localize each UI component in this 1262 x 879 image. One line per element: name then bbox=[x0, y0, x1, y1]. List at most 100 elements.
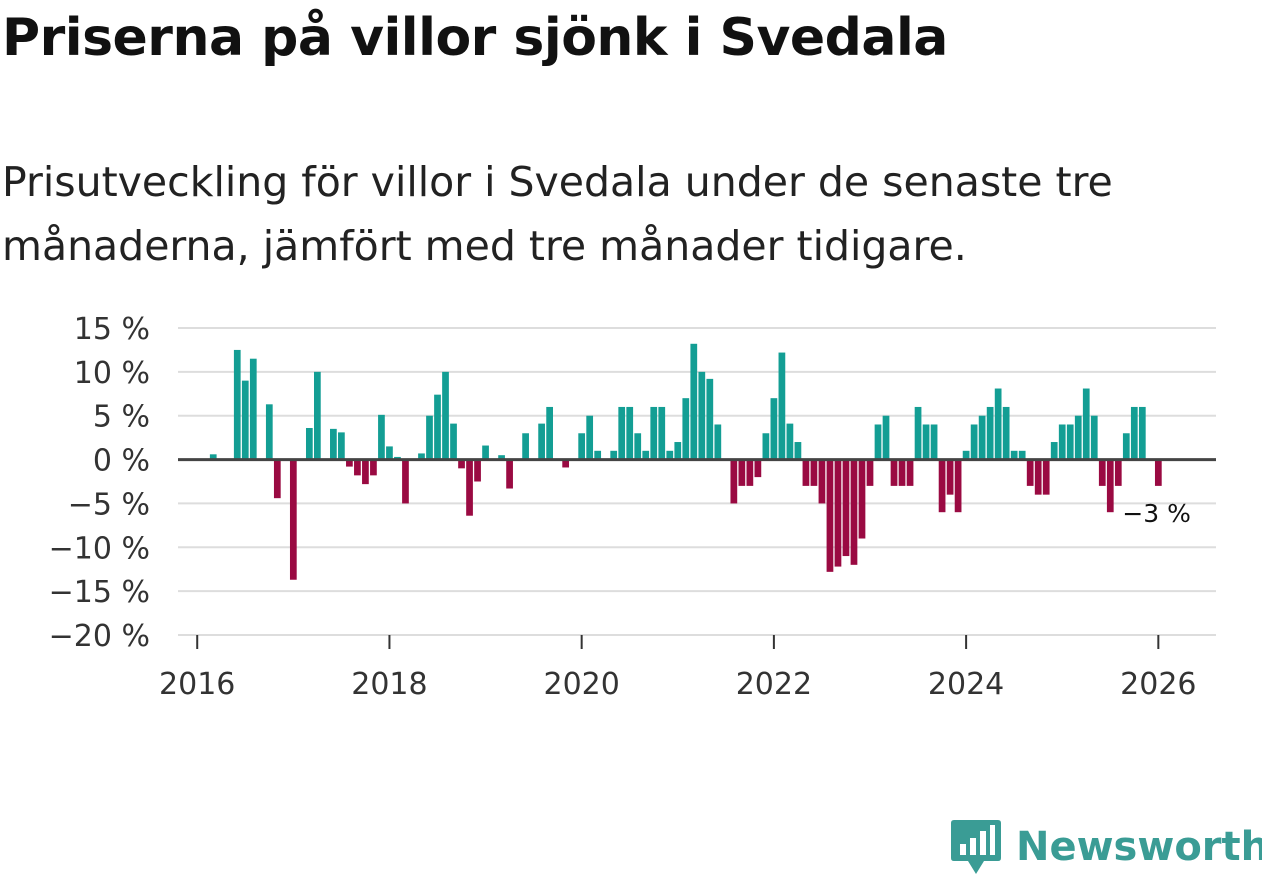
bar-positive bbox=[674, 442, 682, 460]
bar-positive bbox=[1074, 415, 1082, 460]
bar-positive bbox=[233, 349, 241, 460]
y-tick-label: 10 % bbox=[74, 356, 150, 391]
bar-positive bbox=[482, 445, 489, 460]
bar-negative bbox=[938, 459, 946, 513]
bar-negative bbox=[402, 459, 409, 504]
bar-positive bbox=[426, 415, 433, 460]
bar-negative bbox=[1106, 459, 1114, 513]
bar-negative bbox=[810, 459, 818, 486]
x-tick-label: 2018 bbox=[351, 667, 427, 702]
bar-positive bbox=[658, 406, 666, 460]
bar-positive bbox=[338, 432, 345, 460]
bar-positive bbox=[682, 398, 690, 460]
chart-title: Priserna på villor sjönk i Svedala bbox=[2, 8, 948, 68]
bar-negative bbox=[746, 459, 754, 486]
bar-positive bbox=[249, 358, 257, 460]
bar-positive bbox=[450, 423, 457, 460]
bar-positive bbox=[538, 423, 545, 460]
grid-lines bbox=[178, 327, 1216, 636]
bar-positive bbox=[994, 388, 1002, 460]
x-tick-label: 2016 bbox=[159, 667, 235, 702]
newsworthy-logo: Newsworthy bbox=[950, 818, 1262, 876]
bar-positive bbox=[330, 428, 337, 460]
y-tick-label: −10 % bbox=[49, 531, 150, 566]
bar-positive bbox=[1138, 406, 1146, 460]
bar-positive bbox=[762, 433, 770, 460]
bar-negative bbox=[850, 459, 858, 565]
bar-negative bbox=[802, 459, 810, 486]
bar-positive bbox=[986, 406, 994, 460]
bar-positive bbox=[1018, 450, 1026, 460]
bar-positive bbox=[610, 450, 618, 460]
bar-negative bbox=[906, 459, 914, 486]
bar-positive bbox=[378, 414, 385, 460]
bar-positive bbox=[586, 415, 594, 460]
bar-positive bbox=[209, 454, 217, 460]
axes bbox=[178, 458, 1216, 649]
bar-negative bbox=[474, 459, 481, 482]
bar-negative bbox=[898, 459, 906, 486]
x-tick-label: 2024 bbox=[928, 667, 1004, 702]
newsworthy-logo-icon bbox=[951, 820, 1001, 874]
bar-negative bbox=[1042, 459, 1050, 495]
bar-negative bbox=[754, 459, 762, 478]
bar-positive bbox=[922, 424, 930, 460]
y-tick-label: 5 % bbox=[93, 400, 150, 435]
bar-negative bbox=[289, 459, 297, 580]
bar-negative bbox=[466, 459, 473, 516]
bar-negative bbox=[362, 459, 369, 485]
bar-negative bbox=[866, 459, 874, 486]
bar-positive bbox=[642, 450, 650, 460]
bar-positive bbox=[1090, 415, 1098, 460]
bar-negative bbox=[842, 459, 850, 557]
bar-negative bbox=[562, 459, 570, 468]
bar-positive bbox=[666, 450, 674, 460]
bar-positive bbox=[1122, 433, 1130, 460]
x-tick-label: 2022 bbox=[736, 667, 812, 702]
bar-negative bbox=[1114, 459, 1122, 486]
y-tick-label: −20 % bbox=[49, 619, 150, 654]
x-tick-label: 2026 bbox=[1120, 667, 1196, 702]
bar-positive bbox=[434, 394, 441, 460]
y-tick-label: 0 % bbox=[93, 444, 150, 479]
bar-negative bbox=[858, 459, 866, 539]
bar-positive bbox=[914, 406, 922, 460]
bar-positive bbox=[626, 406, 634, 460]
latest-value-annotation: −3 % bbox=[1122, 499, 1191, 528]
bar-positive bbox=[265, 404, 273, 460]
bar-positive bbox=[546, 406, 553, 460]
bar-positive bbox=[594, 450, 602, 460]
bar-negative bbox=[818, 459, 826, 504]
bar-negative bbox=[1034, 459, 1042, 495]
bar-positive bbox=[1082, 388, 1090, 460]
bar-positive bbox=[770, 398, 778, 460]
bar-positive bbox=[442, 371, 449, 460]
bar-positive bbox=[714, 424, 722, 460]
y-tick-label: 15 % bbox=[74, 312, 150, 347]
y-tick-label: −5 % bbox=[68, 487, 150, 522]
bar-positive bbox=[1010, 450, 1018, 460]
bar-negative bbox=[458, 459, 465, 469]
bar-positive bbox=[698, 371, 706, 460]
bar-positive bbox=[778, 352, 786, 460]
bar-positive bbox=[962, 450, 970, 460]
bar-positive bbox=[313, 371, 321, 460]
bar-negative bbox=[506, 459, 513, 489]
chart-subtitle: Prisutveckling för villor i Svedala unde… bbox=[2, 158, 1113, 270]
y-tick-label: −15 % bbox=[49, 575, 150, 610]
bar-negative bbox=[826, 459, 834, 572]
bar-positive bbox=[305, 427, 313, 460]
bar-negative bbox=[1098, 459, 1106, 486]
bar-positive bbox=[1050, 442, 1058, 460]
bar-positive bbox=[634, 433, 642, 460]
bar-positive bbox=[241, 380, 249, 460]
bar-negative bbox=[834, 459, 842, 567]
bar-positive bbox=[418, 453, 425, 460]
bar-positive bbox=[930, 424, 938, 460]
bar-negative bbox=[354, 459, 361, 476]
bar-negative bbox=[730, 459, 738, 504]
bar-positive bbox=[1130, 406, 1138, 460]
labels: 15 % 10 % 5 % 0 % −5 % −10 % −15 % −20 % 2016 201… bbox=[49, 312, 1197, 702]
bar-positive bbox=[786, 423, 794, 460]
